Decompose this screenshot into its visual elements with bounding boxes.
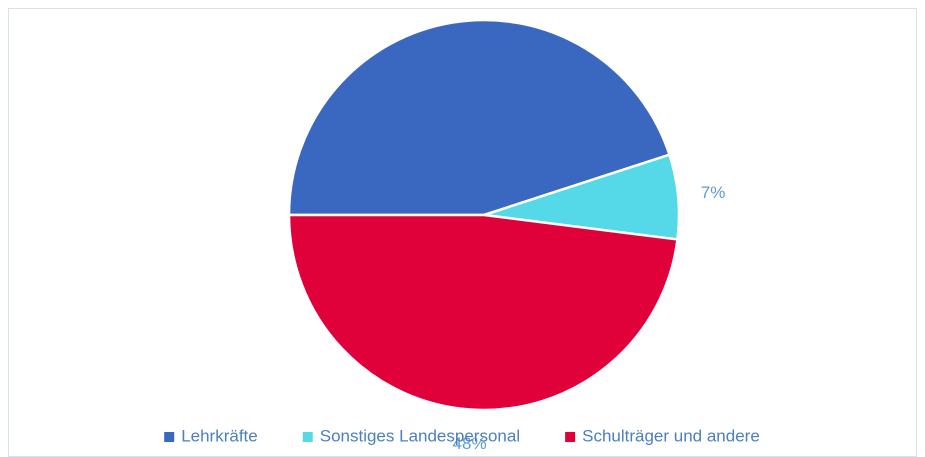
pie-slice [287, 213, 679, 412]
legend-marker [302, 432, 313, 442]
legend-marker [164, 432, 175, 442]
data-label: 7% [701, 183, 726, 202]
data-label: 48% [453, 434, 487, 453]
legend-label: Sonstiges Landespersonal [320, 426, 520, 445]
legend-label: Lehrkräfte [181, 426, 258, 445]
legend-label: Schulträger und andere [582, 426, 760, 445]
legend-marker [565, 432, 576, 442]
pie-slice [287, 18, 672, 217]
